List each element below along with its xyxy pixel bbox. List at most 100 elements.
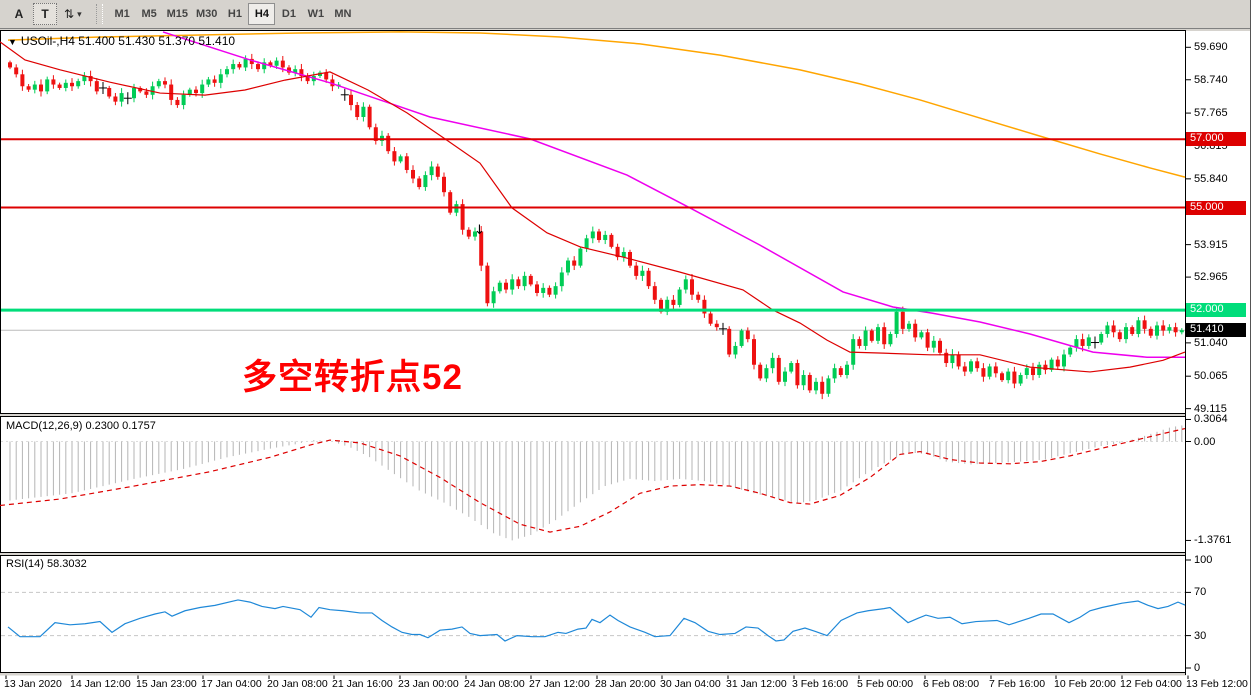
text-label-tool-button[interactable]: A <box>7 3 31 25</box>
timeframe-button-m15[interactable]: M15 <box>163 3 192 25</box>
candle-body <box>907 323 911 329</box>
candle-body <box>776 357 781 382</box>
candle-body <box>491 291 496 304</box>
price-axis-label: 53.915 <box>1194 238 1228 251</box>
candle-body <box>1037 364 1042 375</box>
candle-body <box>324 72 329 80</box>
candle-body <box>572 260 577 266</box>
candle-body <box>640 270 645 276</box>
timeframe-button-w1[interactable]: W1 <box>302 3 329 25</box>
time-axis-label: 31 Jan 12:00 <box>726 678 787 690</box>
candle-body <box>993 366 998 374</box>
candle-body <box>522 275 527 287</box>
timeframe-button-d1[interactable]: D1 <box>275 3 302 25</box>
candle-body <box>479 231 484 266</box>
candle-body <box>1068 347 1073 355</box>
text-tool-button[interactable]: T <box>33 3 57 25</box>
price-axis[interactable]: 59.69058.74057.76556.81555.84054.89053.9… <box>1186 31 1251 675</box>
candle-body <box>770 357 775 369</box>
main-chart-pane[interactable] <box>0 30 1186 414</box>
candle-body <box>541 287 546 293</box>
candle-body <box>442 176 446 193</box>
candle-body <box>764 368 769 379</box>
candle-body <box>243 58 248 68</box>
macd-indicator-label: MACD(12,26,9) 0.2300 0.1757 <box>6 420 156 432</box>
candle-body <box>404 156 409 170</box>
rsi-pane[interactable] <box>0 555 1186 673</box>
candle-body <box>280 60 285 68</box>
toolbar: A T ⇅ ▾ M1 M5 M15 M30 H1 H4 D1 W1 MN <box>0 0 1251 29</box>
candle-body <box>206 79 211 85</box>
candle-body <box>429 166 434 176</box>
candle-body <box>293 69 298 73</box>
price-axis-label: 59.690 <box>1194 41 1228 54</box>
candle-body <box>826 378 831 394</box>
price-axis-label: 49.115 <box>1194 402 1227 415</box>
candle-body <box>677 289 682 305</box>
candle-body <box>1074 339 1079 348</box>
candle-body <box>1062 354 1066 367</box>
candle-body <box>45 79 50 92</box>
cursor-tool-button[interactable]: ⇅ ▾ <box>59 3 87 25</box>
candle-body <box>1155 325 1159 336</box>
candle-body <box>249 58 254 65</box>
time-axis[interactable]: 13 Jan 2020 14 Jan 12:00 15 Jan 23:00 17 Ja… <box>0 675 1248 695</box>
candle-body <box>950 354 955 364</box>
price-axis-label: 51.040 <box>1194 336 1228 349</box>
timeframe-button-h1[interactable]: H1 <box>221 3 248 25</box>
candle-body <box>175 99 180 106</box>
candle-body <box>330 79 335 87</box>
candle-body <box>113 96 118 102</box>
time-axis-label: 17 Jan 04:00 <box>201 678 262 690</box>
toolbar-grip <box>95 4 103 24</box>
candle-body <box>739 330 744 346</box>
candle-body <box>349 94 353 106</box>
candle-body <box>200 84 205 94</box>
time-axis-label: 3 Feb 16:00 <box>792 678 849 690</box>
candle-body <box>32 84 37 90</box>
candle-body <box>156 81 161 87</box>
candle-body <box>187 89 192 95</box>
candle-body <box>1117 332 1122 340</box>
candle-body <box>8 62 12 68</box>
timeframe-button-h4[interactable]: H4 <box>248 3 276 25</box>
candle-body <box>621 251 626 258</box>
candle-body <box>76 81 81 87</box>
candle-body <box>566 260 570 273</box>
candle-body <box>584 238 589 249</box>
symbol-dropdown-icon[interactable]: ▼ <box>8 37 17 47</box>
timeframe-button-mn[interactable]: MN <box>329 3 356 25</box>
candle-body <box>1031 368 1035 375</box>
candle-body <box>931 340 936 348</box>
candle-body <box>411 169 415 179</box>
candle-body <box>57 84 62 88</box>
candle-body <box>386 135 391 152</box>
candle-body <box>231 64 236 70</box>
timeframe-button-m1[interactable]: M1 <box>109 3 136 25</box>
candle-body <box>212 79 217 83</box>
candle-body <box>423 175 428 188</box>
candle-body <box>1049 359 1054 370</box>
time-axis-background <box>0 675 1251 695</box>
candle-body <box>857 339 862 346</box>
candle-body <box>70 82 74 87</box>
timeframe-button-m30[interactable]: M30 <box>192 3 221 25</box>
candle-body <box>535 284 539 293</box>
candle-body <box>900 311 905 329</box>
price-axis-label: -1.3761 <box>1194 534 1232 547</box>
price-axis-label: 70 <box>1194 586 1207 599</box>
level-price-badge: 52.000 <box>1186 303 1246 318</box>
time-axis-label: 30 Jan 04:00 <box>660 678 721 690</box>
candle-body <box>256 64 260 70</box>
timeframe-button-m5[interactable]: M5 <box>136 3 163 25</box>
chart-annotation-text: 多空转折点52 <box>242 358 463 397</box>
candle-body <box>987 366 992 377</box>
candle-body <box>392 151 397 162</box>
time-axis-label: 6 Feb 08:00 <box>923 678 980 690</box>
candle-body <box>845 364 849 375</box>
price-axis-label: 55.840 <box>1194 172 1228 185</box>
candle-body <box>869 330 874 341</box>
candle-body <box>1161 325 1166 331</box>
candle-body <box>194 89 198 94</box>
